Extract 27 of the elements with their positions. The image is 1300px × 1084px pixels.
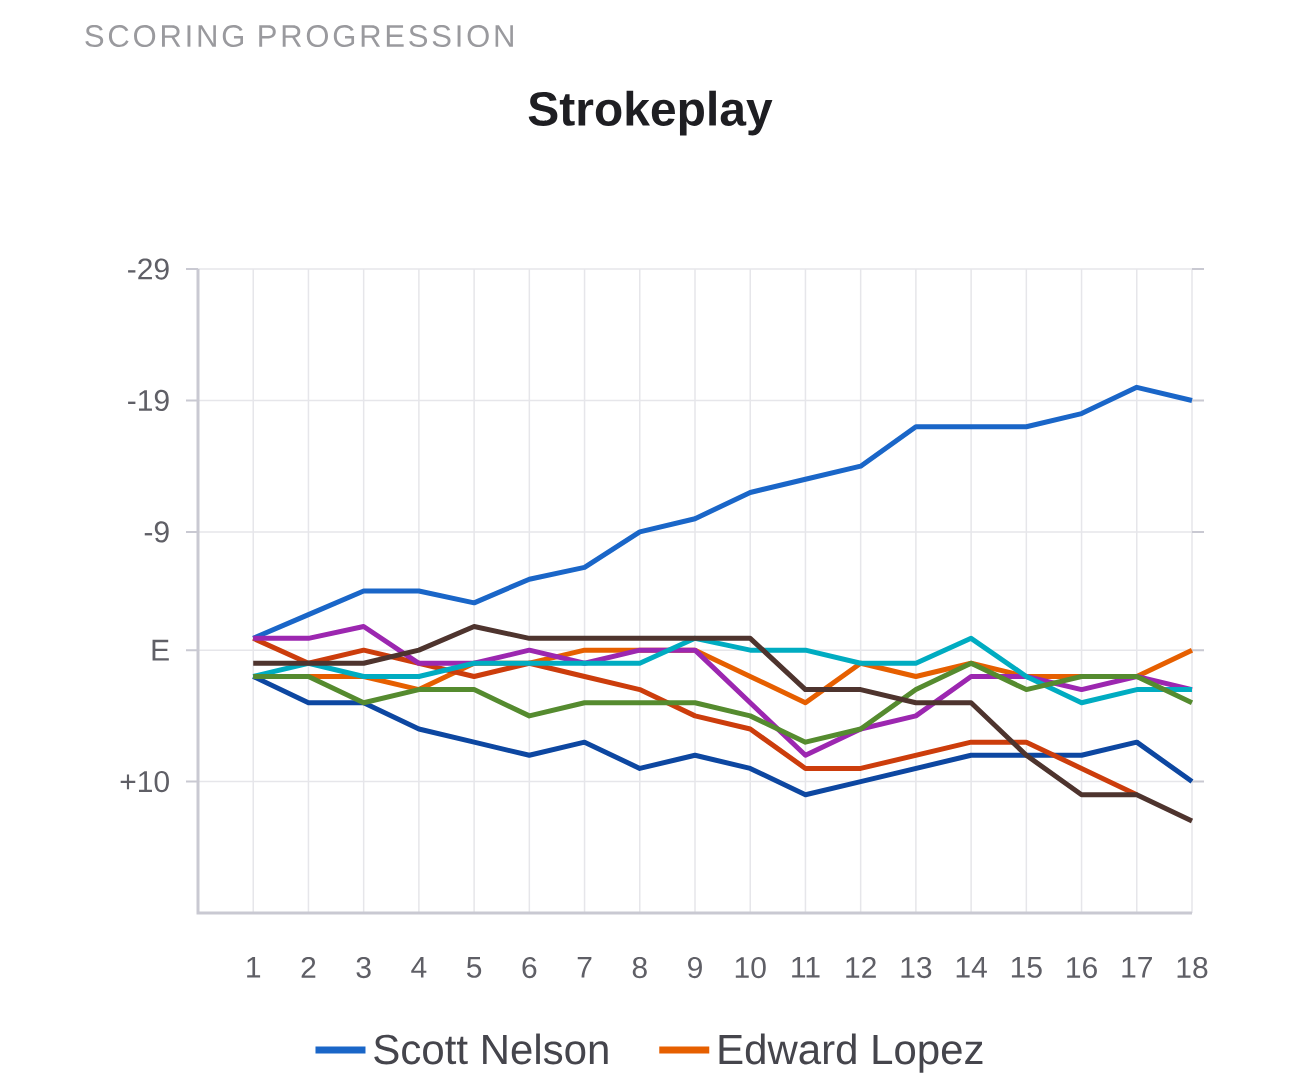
y-tick-label: -19 <box>128 389 169 412</box>
y-tick-label: +10 <box>120 770 169 793</box>
x-tick-label: 7 <box>577 956 592 978</box>
x-tick-label: 11 <box>792 956 820 978</box>
x-tick-label: 3 <box>356 956 371 979</box>
x-tick-label: 12 <box>846 956 876 978</box>
x-tick-label: 9 <box>688 956 702 979</box>
x-tick-label: 13 <box>901 956 932 979</box>
x-tick-label: 18 <box>1177 956 1208 979</box>
x-tick-label: 8 <box>632 956 647 979</box>
x-tick-label: 6 <box>522 956 537 979</box>
x-tick-label: 5 <box>466 956 482 978</box>
y-tick-label: E <box>152 639 169 661</box>
chart-title: Strokeplay <box>528 90 773 136</box>
legend-label: Edward Lopez <box>719 1033 983 1073</box>
y-tick-label: -29 <box>128 258 169 280</box>
x-tick-label: 17 <box>1122 956 1152 978</box>
x-tick-label: 10 <box>735 956 766 979</box>
text: SCORING PROGRESSION <box>85 25 513 48</box>
x-tick-label: 16 <box>1067 956 1097 979</box>
y-tick-label: -9 <box>144 521 169 543</box>
x-tick-label: 15 <box>1011 956 1042 978</box>
x-tick-label: 2 <box>301 956 316 978</box>
x-tick-label: 14 <box>956 956 987 978</box>
x-tick-label: 4 <box>411 956 427 978</box>
legend-label: Scott Nelson <box>374 1033 608 1065</box>
x-tick-label: 1 <box>247 956 261 978</box>
